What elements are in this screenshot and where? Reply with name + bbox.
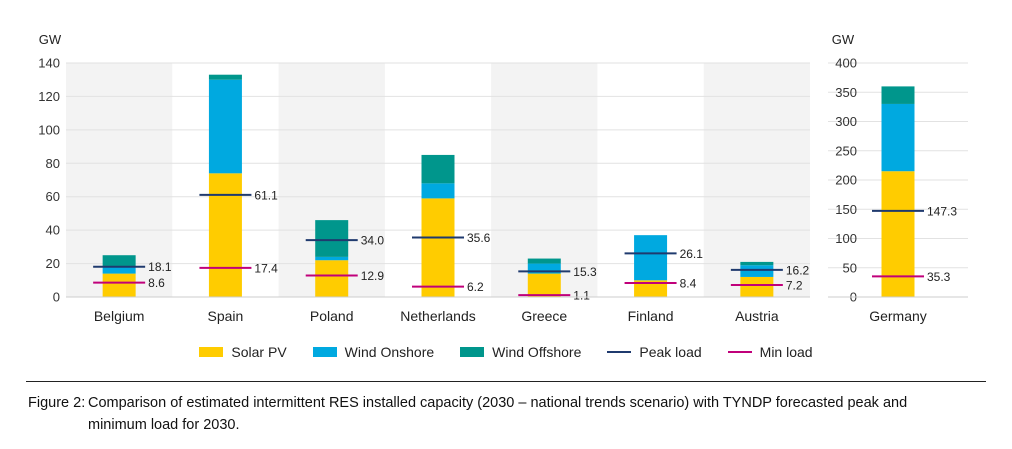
- legend-item-solar-pv: Solar PV: [199, 344, 287, 360]
- legend-label-solar-pv: Solar PV: [231, 344, 287, 360]
- bar-wind-onshore-greece: [527, 263, 561, 274]
- peak-load-label-spain: 61.1: [254, 188, 278, 202]
- legend-item-peak-load: Peak load: [607, 344, 702, 360]
- y-tick-label-350: 350: [835, 85, 857, 100]
- figure-caption: Figure 2: Comparison of estimated interm…: [28, 392, 928, 436]
- legend-label-min-load: Min load: [759, 344, 813, 360]
- y-tick-label-250: 250: [835, 143, 857, 158]
- bar-solar-pv-austria: [740, 276, 774, 297]
- x-category-label-belgium: Belgium: [94, 308, 145, 324]
- bar-wind-offshore-belgium: [102, 255, 136, 267]
- legend-label-peak-load: Peak load: [639, 344, 702, 360]
- y-tick-label-100: 100: [38, 122, 60, 137]
- x-category-label-austria: Austria: [735, 308, 779, 324]
- x-category-label-netherlands: Netherlands: [400, 308, 476, 324]
- x-category-label-greece: Greece: [521, 308, 567, 324]
- x-category-label-poland: Poland: [310, 308, 354, 324]
- peak-load-label-finland: 26.1: [680, 247, 704, 261]
- y-tick-label-150: 150: [835, 202, 857, 217]
- min-load-label-finland: 8.4: [680, 276, 697, 290]
- legend-item-min-load: Min load: [727, 344, 813, 360]
- min-load-label-germany: 35.3: [927, 270, 951, 284]
- caption-prefix: Figure 2:: [28, 395, 86, 411]
- caption-divider: [26, 381, 986, 382]
- peak-load-label-greece: 15.3: [573, 265, 597, 279]
- bar-wind-onshore-netherlands: [421, 183, 455, 199]
- band-austria: [703, 63, 810, 297]
- bar-wind-onshore-germany: [881, 103, 915, 172]
- bar-solar-pv-greece: [527, 273, 561, 297]
- y-tick-label-100: 100: [835, 231, 857, 246]
- legend-label-wind-offshore: Wind Offshore: [492, 344, 582, 360]
- bar-wind-offshore-poland: [315, 220, 349, 257]
- bar-wind-offshore-netherlands: [421, 154, 455, 184]
- legend-swatch-wind-onshore: [312, 347, 337, 357]
- min-load-label-spain: 17.4: [254, 261, 278, 275]
- bar-wind-onshore-finland: [634, 235, 668, 281]
- legend-label-wind-onshore: Wind Onshore: [344, 344, 435, 360]
- chart-panel-main: 0 20 40 60 80 100 120 140 GW 18.1 8.6 Belgium 61.1 17…: [38, 32, 810, 324]
- x-category-label-germany: Germany: [869, 308, 927, 324]
- legend-swatch-wind-offshore: [460, 347, 485, 357]
- x-category-label-finland: Finland: [628, 308, 674, 324]
- min-load-label-poland: 12.9: [361, 269, 385, 283]
- y-tick-label-400: 400: [835, 56, 857, 71]
- bar-solar-pv-germany: [881, 171, 915, 297]
- peak-load-label-poland: 34.0: [361, 234, 385, 248]
- band-greece: [491, 63, 598, 297]
- min-load-label-netherlands: 6.2: [467, 280, 484, 294]
- min-load-label-greece: 1.1: [573, 289, 590, 303]
- min-load-label-belgium: 8.6: [148, 276, 165, 290]
- peak-load-label-austria: 16.2: [786, 263, 810, 277]
- peak-load-label-netherlands: 35.6: [467, 231, 491, 245]
- chart-panel-germany: 050100150200250300350400GW147.335.3Germa…: [828, 32, 968, 324]
- y-tick-label-140: 140: [38, 56, 60, 71]
- y-tick-label-120: 120: [38, 89, 60, 104]
- bar-wind-onshore-belgium: [102, 266, 136, 274]
- y-tick-label-0: 0: [53, 290, 60, 305]
- y-unit-label: GW: [39, 32, 62, 47]
- peak-load-label-belgium: 18.1: [148, 260, 172, 274]
- legend-item-wind-offshore: Wind Offshore: [460, 344, 581, 360]
- bar-solar-pv-spain: [208, 173, 242, 297]
- bar-solar-pv-poland: [315, 260, 349, 297]
- bar-wind-onshore-austria: [740, 265, 774, 277]
- bar-wind-offshore-greece: [527, 258, 561, 264]
- legend-item-wind-onshore: Wind Onshore: [312, 344, 435, 360]
- bar-solar-pv-finland: [634, 280, 668, 297]
- y-tick-label-300: 300: [835, 114, 857, 129]
- legend-swatch-peak-load: [607, 351, 632, 353]
- bar-wind-offshore-spain: [208, 74, 242, 80]
- min-load-label-austria: 7.2: [786, 278, 803, 292]
- bar-wind-offshore-austria: [740, 261, 774, 266]
- y-tick-label-60: 60: [46, 189, 60, 204]
- bar-solar-pv-belgium: [102, 273, 136, 297]
- y-tick-label-80: 80: [46, 156, 60, 171]
- caption-text: Comparison of estimated intermittent RES…: [88, 395, 908, 433]
- x-category-label-spain: Spain: [208, 308, 244, 324]
- y-tick-label-20: 20: [46, 256, 60, 271]
- y-tick-label-200: 200: [835, 173, 857, 188]
- bar-solar-pv-netherlands: [421, 198, 455, 297]
- legend-swatch-min-load: [727, 351, 752, 353]
- bar-wind-offshore-germany: [881, 86, 915, 104]
- chart-legend: Solar PV Wind Onshore Wind Offshore Peak…: [0, 340, 1012, 364]
- legend-swatch-solar-pv: [199, 347, 224, 357]
- bar-wind-onshore-poland: [315, 256, 349, 261]
- y-tick-label-40: 40: [46, 223, 60, 238]
- y-tick-label-50: 50: [843, 260, 857, 275]
- chart-area: 0 20 40 60 80 100 120 140 GW 18.1 8.6 Belgium 61.1 17…: [38, 32, 968, 324]
- bar-wind-onshore-spain: [208, 79, 242, 174]
- peak-load-label-germany: 147.3: [927, 204, 957, 218]
- y-unit-label: GW: [832, 32, 855, 47]
